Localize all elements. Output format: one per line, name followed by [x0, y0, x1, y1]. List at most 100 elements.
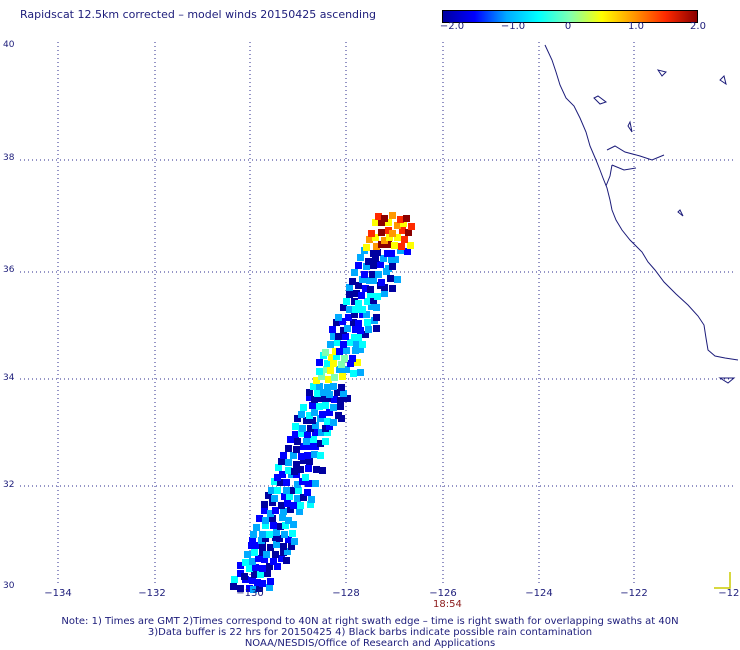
swath-cell — [306, 394, 313, 401]
swath-cell — [276, 535, 283, 542]
swath-cell — [385, 219, 392, 226]
swath-cell — [265, 492, 272, 499]
swath-cell — [230, 583, 237, 590]
swath-cell — [304, 431, 311, 438]
swath-cell — [366, 236, 373, 243]
swath-cell — [283, 479, 290, 486]
swath-cell — [287, 506, 294, 513]
swath-cell — [279, 514, 286, 521]
swath-cell — [259, 580, 266, 587]
swath-cell — [375, 271, 382, 278]
swath-cell — [296, 508, 303, 515]
swath-cell — [357, 254, 364, 261]
colorbar-label: 1.0 — [628, 21, 644, 32]
swath-cell — [304, 452, 311, 459]
swath-cell — [381, 237, 388, 244]
swath-cell — [312, 480, 319, 487]
swath-cell — [326, 391, 333, 398]
swath-cell — [407, 242, 414, 249]
swath-cell — [246, 585, 253, 592]
swath-cell — [258, 537, 265, 544]
swath-cell — [339, 318, 346, 325]
swath-cell — [294, 495, 301, 502]
swath-cell — [322, 402, 329, 409]
swath-cell — [266, 563, 273, 570]
swath-cell — [344, 395, 351, 402]
swath-cell — [378, 219, 385, 226]
swath-cell — [285, 459, 292, 466]
swath-cell — [346, 284, 353, 291]
swath-cell — [330, 383, 337, 390]
lon-label: −120 — [718, 588, 740, 599]
swath-cell — [341, 355, 348, 362]
colorbar-label: 0 — [564, 21, 572, 32]
swath-cell — [389, 212, 396, 219]
swath-cell — [397, 216, 404, 223]
swath-cell — [312, 443, 319, 450]
swath-cell — [355, 282, 362, 289]
swath-cell — [363, 244, 370, 251]
swath-cell — [364, 298, 371, 305]
swath-cell — [375, 213, 382, 220]
lon-label: −134 — [44, 588, 72, 599]
swath-cell — [340, 327, 347, 334]
swath-cell — [346, 291, 353, 298]
swath-cell — [297, 502, 304, 509]
swath-cell — [353, 290, 360, 297]
swath-cell — [340, 341, 347, 348]
swath-cell — [372, 234, 379, 241]
swath-cell — [354, 359, 361, 366]
lat-label: 32 — [3, 480, 15, 490]
swath-cell — [391, 242, 398, 249]
swath-cell — [300, 494, 307, 501]
swath-cell — [261, 501, 268, 508]
swath-cell — [362, 285, 369, 292]
swath-cell — [385, 265, 392, 272]
swath-cell — [374, 293, 381, 300]
swath-cell — [305, 465, 312, 472]
swath-cell — [249, 558, 256, 565]
swath-cell — [370, 250, 377, 257]
swath-cell — [363, 311, 370, 318]
swath-cell — [312, 429, 319, 436]
swath-cell — [338, 361, 345, 368]
swath-cell — [249, 537, 256, 544]
swath-cell — [389, 285, 396, 292]
swath-cell — [359, 341, 366, 348]
swath-cell — [264, 570, 271, 577]
lon-label: −126 — [429, 588, 457, 599]
swath-cell — [259, 565, 266, 572]
swath-cell — [316, 383, 323, 390]
swath-cell — [251, 571, 258, 578]
swath-cell — [386, 234, 393, 241]
swath-cell — [322, 349, 329, 356]
swath-cell — [306, 389, 313, 396]
colorbar-label: 2.0 — [690, 21, 706, 32]
swath-cell — [337, 397, 344, 404]
swath-cell — [300, 443, 307, 450]
swath-cell — [278, 458, 285, 465]
swath-cell — [314, 390, 321, 397]
swath-cell — [381, 290, 388, 297]
swath-cell — [241, 573, 248, 580]
swath-cell — [253, 524, 260, 531]
swath-cell — [283, 487, 290, 494]
swath-cell — [377, 261, 384, 268]
lake-outline — [593, 69, 736, 384]
swath-cell — [307, 501, 314, 508]
swath-cell — [287, 436, 294, 443]
swath-cell — [347, 339, 354, 346]
swath-cell — [311, 409, 318, 416]
swath-cell — [338, 384, 345, 391]
swath-cell — [358, 292, 365, 299]
swath-cell — [398, 243, 405, 250]
swath-cell — [270, 558, 277, 565]
lon-label: −130 — [236, 588, 264, 599]
swath-cell — [346, 306, 353, 313]
swath-cell — [306, 412, 313, 419]
swath-cell — [273, 541, 280, 548]
swath-cell — [308, 496, 315, 503]
swath-cell — [288, 543, 295, 550]
lat-label: 34 — [3, 373, 15, 383]
